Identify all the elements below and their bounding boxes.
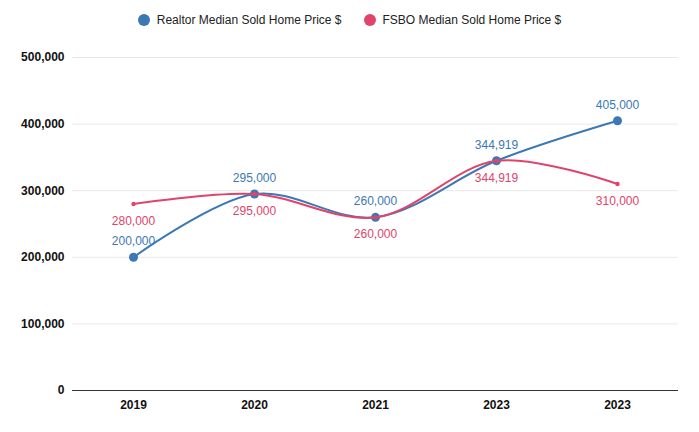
svg-text:2019: 2019	[120, 398, 147, 412]
svg-text:310,000: 310,000	[596, 194, 640, 208]
svg-text:300,000: 300,000	[21, 184, 65, 198]
svg-text:400,000: 400,000	[21, 117, 65, 131]
svg-text:344,919: 344,919	[475, 138, 519, 152]
svg-text:200,000: 200,000	[112, 234, 156, 248]
html-text:Realtor Median Sold Home Price: Realtor Median Sold Home Price $	[156, 13, 342, 27]
svg-text:500,000: 500,000	[21, 50, 65, 64]
svg-text:295,000: 295,000	[233, 204, 277, 218]
svg-text:295,000: 295,000	[233, 171, 277, 185]
svg-text:405,000: 405,000	[596, 98, 640, 112]
svg-text:100,000: 100,000	[21, 317, 65, 331]
svg-text:280,000: 280,000	[112, 214, 156, 228]
html-text:FSBO Median Sold Home Price $: FSBO Median Sold Home Price $	[382, 13, 562, 27]
svg-text:260,000: 260,000	[354, 194, 398, 208]
svg-text:0: 0	[58, 383, 65, 397]
svg-text:2023: 2023	[483, 398, 510, 412]
svg-text:2021: 2021	[362, 398, 389, 412]
svg-text:260,000: 260,000	[354, 227, 398, 241]
svg-text:2020: 2020	[241, 398, 268, 412]
svg-text:200,000: 200,000	[21, 250, 65, 264]
svg-text:344,919: 344,919	[475, 171, 519, 185]
svg-text:2023: 2023	[604, 398, 631, 412]
